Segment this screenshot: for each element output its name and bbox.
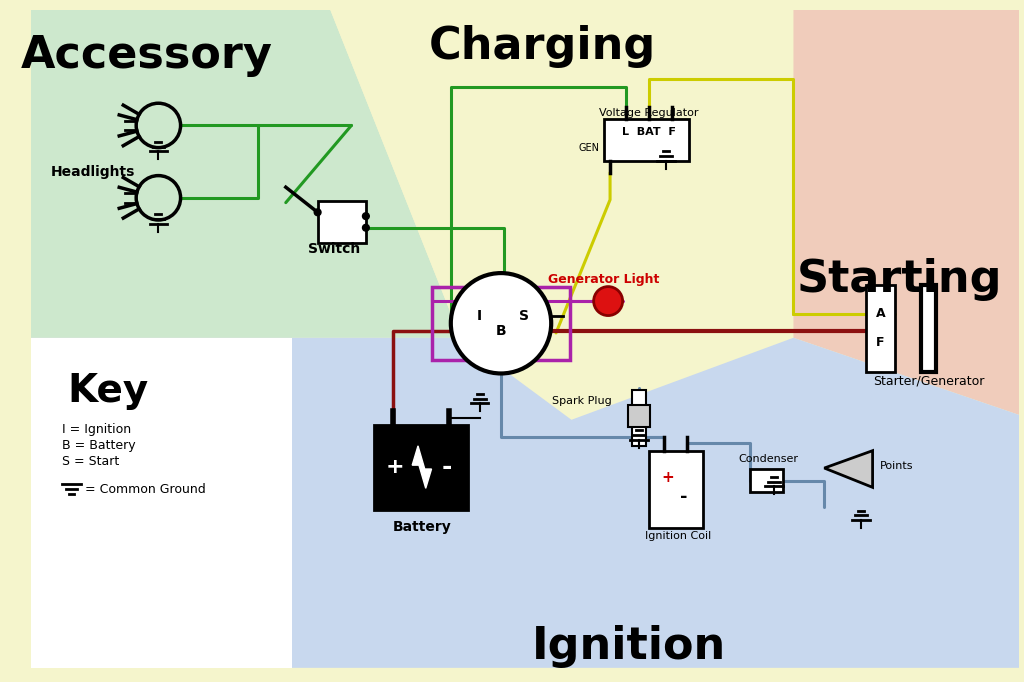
- Text: = Common Ground: = Common Ground: [85, 483, 206, 496]
- Polygon shape: [31, 10, 461, 338]
- Circle shape: [451, 273, 551, 374]
- Circle shape: [362, 213, 370, 220]
- Text: -: -: [680, 488, 687, 506]
- Text: +: +: [385, 457, 404, 477]
- Text: Ignition Coil: Ignition Coil: [644, 531, 711, 541]
- FancyBboxPatch shape: [921, 284, 936, 372]
- Polygon shape: [824, 451, 872, 488]
- Text: A: A: [876, 307, 885, 320]
- Text: I = Ignition: I = Ignition: [61, 423, 131, 436]
- Text: Switch: Switch: [308, 242, 360, 256]
- Polygon shape: [413, 446, 431, 488]
- Text: GEN: GEN: [579, 143, 599, 153]
- Text: B: B: [496, 324, 506, 338]
- Polygon shape: [31, 338, 292, 668]
- FancyBboxPatch shape: [629, 405, 649, 426]
- Text: Headlights: Headlights: [50, 165, 134, 179]
- Text: B = Battery: B = Battery: [61, 439, 135, 452]
- Text: Starting: Starting: [797, 258, 1002, 301]
- FancyBboxPatch shape: [374, 425, 468, 509]
- Circle shape: [314, 209, 321, 216]
- FancyBboxPatch shape: [632, 390, 646, 446]
- Text: Spark Plug: Spark Plug: [552, 396, 612, 406]
- Text: Generator Light: Generator Light: [548, 273, 659, 286]
- Polygon shape: [794, 10, 1019, 415]
- Circle shape: [362, 224, 370, 231]
- Polygon shape: [31, 338, 1019, 668]
- Text: F: F: [877, 336, 885, 349]
- Text: -: -: [441, 455, 453, 479]
- Text: Accessory: Accessory: [20, 34, 272, 78]
- Text: +: +: [662, 470, 675, 485]
- FancyBboxPatch shape: [648, 451, 702, 528]
- FancyBboxPatch shape: [317, 201, 366, 243]
- Text: L  BAT  F: L BAT F: [622, 127, 676, 137]
- Text: Ignition: Ignition: [532, 625, 726, 668]
- Text: Points: Points: [881, 461, 913, 471]
- Text: Starter/Generator: Starter/Generator: [872, 374, 984, 387]
- Text: S: S: [519, 308, 529, 323]
- Text: Battery: Battery: [392, 520, 452, 534]
- Text: S = Start: S = Start: [61, 455, 119, 468]
- Text: Charging: Charging: [429, 25, 656, 68]
- Text: I: I: [477, 308, 482, 323]
- Polygon shape: [330, 10, 794, 420]
- FancyBboxPatch shape: [866, 284, 895, 372]
- Text: Condenser: Condenser: [738, 454, 799, 464]
- Text: Key: Key: [68, 372, 148, 410]
- FancyBboxPatch shape: [604, 119, 689, 161]
- FancyBboxPatch shape: [750, 469, 782, 492]
- Circle shape: [594, 286, 623, 316]
- Text: Voltage Regulator: Voltage Regulator: [599, 108, 698, 118]
